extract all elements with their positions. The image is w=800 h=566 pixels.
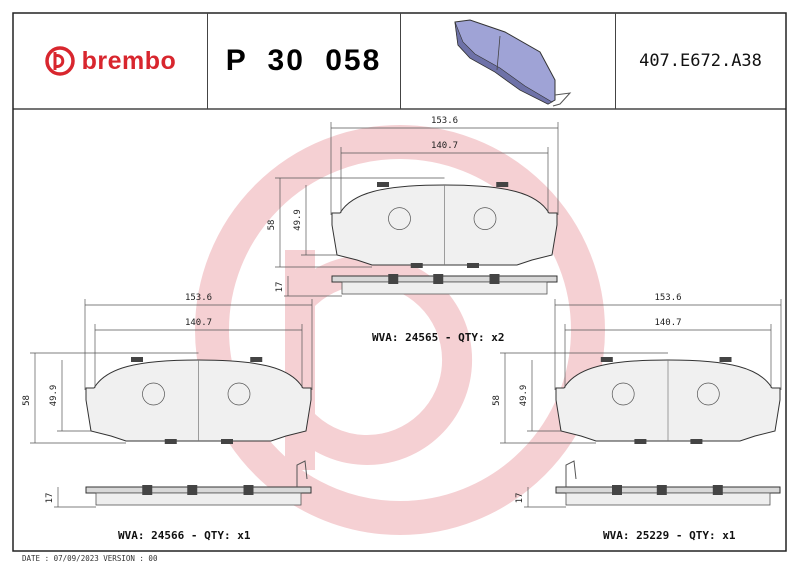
date-version: DATE : 07/09/2023 VERSION : 00 bbox=[22, 554, 158, 563]
pad-tab bbox=[496, 182, 509, 187]
part-number-cell: P 30 058 bbox=[207, 13, 401, 109]
pad-tab bbox=[690, 439, 703, 444]
dim-width-outer: 153.6 bbox=[654, 293, 681, 303]
dim-thickness: 17 bbox=[515, 493, 525, 504]
brand-cell: brembo bbox=[13, 13, 208, 109]
brembo-logo-icon bbox=[44, 46, 75, 76]
reference-cell: 407.E672.A38 bbox=[615, 13, 786, 109]
side-tab bbox=[243, 485, 254, 495]
part-number: P 30 058 bbox=[225, 44, 382, 77]
dim-width-inner: 140.7 bbox=[431, 141, 458, 151]
wear-sensor-clip bbox=[296, 460, 308, 487]
wear-sensor-clip bbox=[565, 460, 577, 487]
reference-code: 407.E672.A38 bbox=[639, 51, 762, 71]
side-tab bbox=[388, 274, 399, 284]
pad-hole bbox=[388, 207, 411, 230]
caption-left: WVA: 24566 - QTY: x1 bbox=[118, 529, 251, 542]
friction-material-side bbox=[95, 492, 302, 506]
friction-material-side bbox=[565, 492, 771, 506]
pad-tab bbox=[131, 357, 143, 362]
pad-tab bbox=[719, 357, 732, 362]
backing-plate-side bbox=[85, 486, 312, 494]
pad-tab bbox=[164, 439, 177, 444]
brand-name: brembo bbox=[81, 46, 177, 75]
backing-plate-side bbox=[555, 486, 781, 494]
pad-hole bbox=[696, 382, 720, 406]
dim-width-inner: 140.7 bbox=[185, 318, 212, 328]
image-cell bbox=[400, 13, 616, 109]
side-tab bbox=[489, 274, 500, 284]
pad-hole bbox=[473, 207, 497, 230]
frame bbox=[12, 12, 787, 552]
side-tab bbox=[142, 485, 153, 495]
dim-width-outer: 153.6 bbox=[185, 293, 212, 303]
side-tab bbox=[712, 485, 723, 495]
pad-tab bbox=[377, 182, 389, 187]
caption-top: WVA: 24565 - QTY: x2 bbox=[372, 331, 505, 344]
dim-height-outer: 58 bbox=[267, 220, 277, 231]
pad-tab bbox=[467, 263, 479, 268]
dim-height-outer: 58 bbox=[22, 395, 32, 406]
dim-height-inner: 49.9 bbox=[49, 385, 59, 407]
pad-3d-image bbox=[454, 19, 572, 107]
dim-height-outer: 58 bbox=[492, 395, 502, 406]
dim-width-inner: 140.7 bbox=[654, 318, 681, 328]
backing-plate-side bbox=[331, 275, 558, 283]
pad-tab bbox=[600, 357, 613, 362]
pad-hole bbox=[611, 382, 635, 406]
pad-tab bbox=[221, 439, 233, 444]
dim-thickness: 17 bbox=[275, 282, 285, 293]
caption-right: WVA: 25229 - QTY: x1 bbox=[603, 529, 736, 542]
side-tab bbox=[433, 274, 444, 284]
side-tab bbox=[187, 485, 198, 495]
friction-material-side bbox=[341, 281, 548, 295]
dim-thickness: 17 bbox=[45, 493, 55, 504]
dim-height-inner: 49.9 bbox=[519, 385, 529, 407]
side-tab bbox=[656, 485, 667, 495]
pad-tab bbox=[634, 439, 647, 444]
pad-tab bbox=[250, 357, 263, 362]
dim-width-outer: 153.6 bbox=[431, 116, 458, 126]
dim-height-inner: 49.9 bbox=[293, 209, 303, 231]
pad-tab bbox=[410, 263, 423, 268]
pad-hole bbox=[227, 382, 251, 406]
side-tab bbox=[612, 485, 622, 495]
pad-hole bbox=[142, 382, 165, 406]
